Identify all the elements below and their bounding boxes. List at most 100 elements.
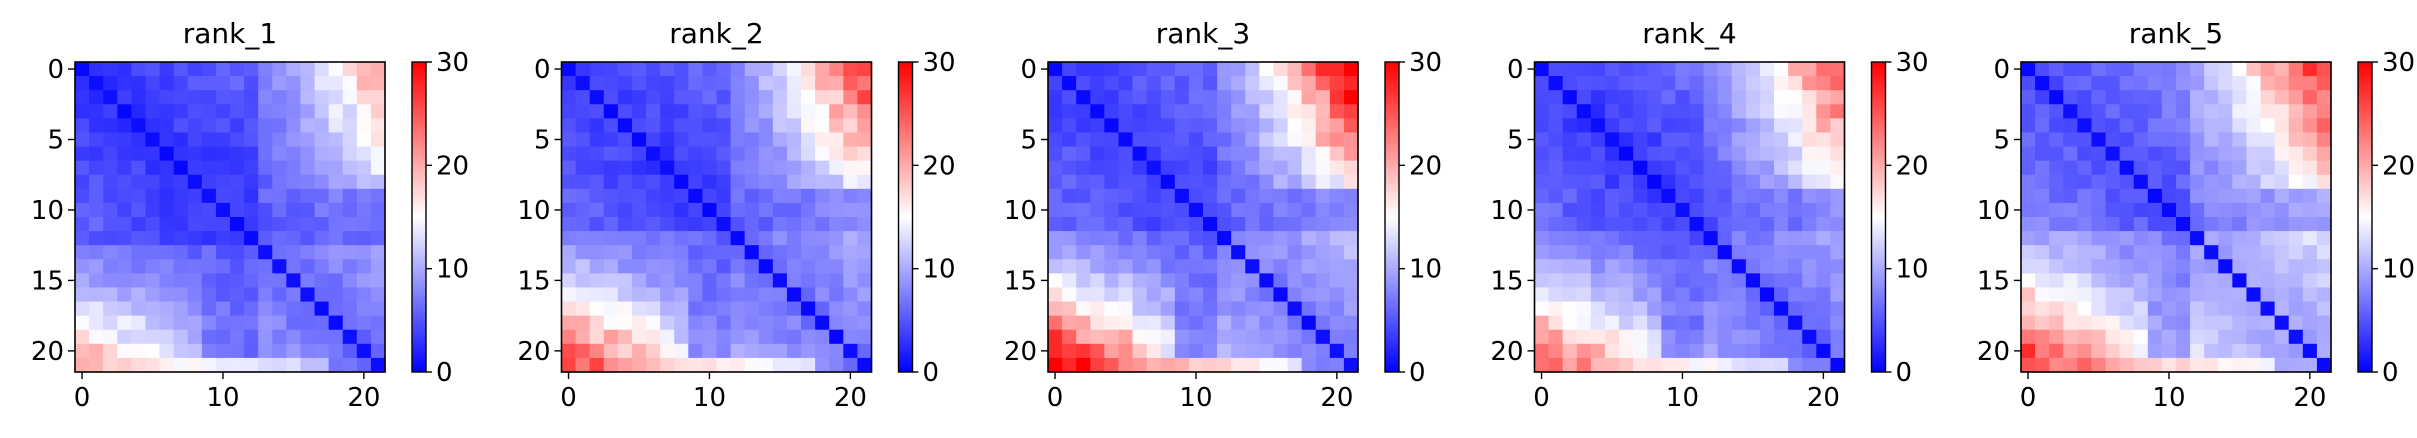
heatmap-cell — [2204, 160, 2219, 176]
heatmap-cell — [1146, 132, 1162, 148]
heatmap-cell — [2063, 301, 2078, 317]
heatmap-cell — [215, 217, 231, 232]
heatmap-cell — [1203, 118, 1218, 134]
heatmap-cell — [1774, 62, 1789, 77]
heatmap-cell — [2260, 301, 2276, 317]
heatmap-cell — [1703, 231, 1719, 246]
heatmap-cell — [617, 357, 633, 373]
heatmap-cell — [589, 118, 605, 134]
heatmap-cell — [1301, 287, 1317, 303]
heatmap-cell — [589, 188, 605, 204]
heatmap-cell — [1203, 76, 1218, 91]
heatmap-cell — [2232, 76, 2248, 91]
heatmap-cell — [843, 188, 859, 204]
heatmap-cell — [2147, 217, 2163, 232]
heatmap-cell — [2288, 174, 2304, 190]
heatmap-cell — [1745, 217, 1761, 232]
heatmap-cell — [1717, 343, 1733, 359]
heatmap-cell — [300, 343, 316, 359]
heatmap-cell — [1774, 132, 1789, 148]
heatmap-cell — [2316, 202, 2332, 218]
heatmap-cell — [1287, 287, 1303, 303]
heatmap-cell — [75, 287, 90, 303]
heatmap-cell — [1774, 273, 1789, 289]
heatmap-cell — [1717, 104, 1733, 119]
heatmap-cell — [173, 76, 189, 91]
heatmap-cell — [2260, 273, 2276, 289]
heatmap-cell — [1104, 174, 1120, 190]
heatmap-cell — [201, 104, 217, 119]
heatmap-cell — [103, 245, 118, 260]
heatmap-cell — [2105, 357, 2121, 373]
heatmap-cell — [2063, 287, 2078, 303]
heatmap-cell — [1703, 146, 1719, 162]
heatmap-cell — [1717, 90, 1733, 105]
heatmap-cell — [617, 301, 633, 317]
heatmap-cell — [829, 259, 844, 274]
heatmap-cell — [603, 146, 619, 162]
heatmap-cell — [2021, 217, 2036, 232]
heatmap-cell — [1146, 245, 1162, 260]
heatmap-cell — [300, 90, 316, 105]
heatmap-cell — [1731, 202, 1747, 218]
heatmap-cell — [1774, 202, 1789, 218]
heatmap-cell — [2218, 301, 2233, 317]
heatmap-cell — [589, 90, 605, 105]
heatmap-cell — [2021, 315, 2036, 331]
heatmap-cell — [2176, 315, 2191, 331]
heatmap-cell — [1104, 357, 1120, 373]
heatmap-cell — [815, 259, 830, 274]
heatmap-cell — [815, 104, 830, 119]
heatmap-cell — [1160, 62, 1176, 77]
heatmap-cell — [2147, 132, 2163, 148]
heatmap-cell — [2176, 329, 2191, 345]
colorbar-tick-label: 10 — [1896, 255, 1929, 285]
heatmap-cell — [328, 62, 344, 77]
heatmap-cell — [1132, 357, 1148, 373]
heatmap-cell — [1118, 273, 1134, 289]
heatmap-cell — [1132, 188, 1148, 204]
heatmap-cell — [1745, 287, 1761, 303]
heatmap-cell — [1132, 217, 1148, 232]
heatmap-cell — [300, 301, 316, 317]
heatmap-cell — [772, 104, 788, 119]
heatmap-cell — [1562, 273, 1578, 289]
heatmap-cell — [1576, 62, 1592, 77]
heatmap-cell — [1259, 273, 1275, 289]
heatmap-cell — [843, 174, 859, 190]
heatmap-cell — [159, 104, 175, 119]
heatmap-cell — [1661, 188, 1677, 204]
heatmap-cell — [145, 301, 161, 317]
heatmap-cell — [1160, 301, 1176, 317]
heatmap-cell — [575, 329, 591, 345]
heatmap-cell — [1759, 217, 1775, 232]
heatmap-cell — [1174, 188, 1190, 204]
heatmap-cell — [1548, 90, 1564, 105]
heatmap-cell — [1132, 62, 1148, 77]
heatmap-cell — [159, 315, 175, 331]
heatmap-cell — [702, 357, 718, 373]
heatmap-cell — [272, 90, 287, 105]
heatmap-cell — [2246, 174, 2262, 190]
heatmap-cell — [1576, 118, 1592, 134]
heatmap-cell — [815, 301, 830, 317]
heatmap-cell — [1062, 90, 1077, 105]
heatmap-cell — [2302, 118, 2318, 134]
heatmap-cell — [356, 357, 372, 373]
heatmap-cell — [187, 146, 203, 162]
heatmap-cell — [2161, 315, 2177, 331]
heatmap-cell — [1590, 301, 1606, 317]
heatmap-cell — [1647, 273, 1662, 289]
heatmap-cell — [1132, 273, 1148, 289]
heatmap-cell — [215, 90, 231, 105]
heatmap-cell — [215, 76, 231, 91]
heatmap-cell — [1273, 132, 1289, 148]
heatmap-cell — [716, 273, 732, 289]
heatmap-cell — [815, 202, 830, 218]
heatmap-cell — [660, 202, 675, 218]
heatmap-cell — [89, 132, 104, 148]
heatmap-cell — [75, 217, 90, 232]
heatmap-cells — [561, 62, 873, 373]
heatmap-cell — [1534, 174, 1550, 190]
heatmap-cell — [328, 273, 344, 289]
